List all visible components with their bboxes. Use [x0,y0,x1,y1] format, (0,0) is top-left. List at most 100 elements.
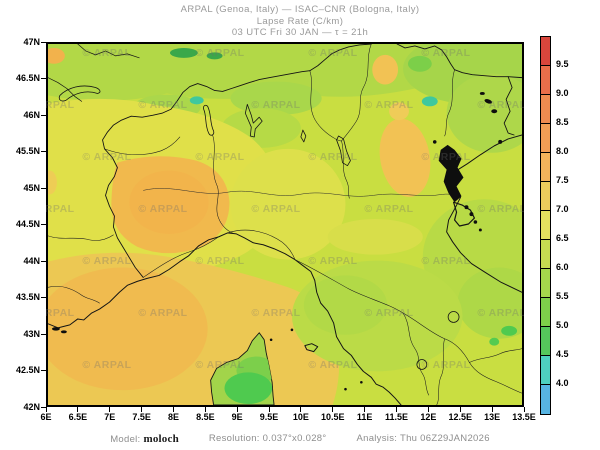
lapse-rate-colorbar [540,36,551,415]
lake-como [244,103,263,138]
lat-tick-label: 42.5N [15,365,40,375]
title-line-institutions: ARPAL (Genoa, Italy) — ISAC–CNR (Bologna… [180,4,420,15]
colorbar-tick-mark [540,64,551,66]
colorbar-tick-label: 4.0 [556,378,569,388]
colorbar-tick-mark [540,122,551,124]
colorbar-segment [541,37,550,66]
tyrrhenian-coast [48,232,402,405]
lon-tick-label: 8E [167,412,179,422]
lon-tick-label: 10E [292,412,309,422]
model-info: Model: moloch [110,433,179,445]
venice-lagoon-and-islets [51,91,503,391]
lon-tick-label: 7E [104,412,116,422]
lat-tick-label: 45.5N [15,146,40,156]
colorbar-segment [541,182,550,211]
corsica-island [210,332,275,405]
rivers [143,188,458,198]
colorbar-tick-label: 8.0 [556,146,569,156]
colorbar-tick-label: 5.0 [556,320,569,330]
lat-tick-label: 44N [23,255,40,266]
lake-geneva [58,85,101,102]
lake-bolsena [416,359,428,370]
title-line-variable: Lapse Rate (C/km) [256,15,344,27]
lat-tick-mark [41,187,46,189]
lat-tick-mark [41,297,46,298]
country-borders [48,44,522,278]
fill-regions [48,44,522,405]
colorbar-segment [541,269,550,298]
lon-tick-label: 11E [356,412,373,422]
lon-tick-mark [141,407,143,412]
adriatic-coast [446,134,522,293]
lon-tick-mark [459,407,461,412]
figure-title: ARPAL (Genoa, Italy) — ISAC–CNR (Bologna… [0,4,600,39]
lon-tick-label: 6.5E [68,412,88,422]
model-name: moloch [143,433,179,445]
resolution-label: Resolution: [208,433,260,444]
colorbar-segment [541,240,550,269]
colorbar-tick-mark [540,209,551,211]
colorbar-segment [541,327,550,356]
lat-tick-mark [41,224,46,225]
colorbar-segment [541,211,550,240]
lat-tick-mark [41,151,46,152]
lon-tick-mark [300,407,302,412]
lat-tick-label: 42N [23,401,40,412]
colorbar-tick-label: 9.0 [556,88,569,98]
lon-tick-mark [523,407,525,412]
lon-tick-label: 11.5E [385,412,409,422]
colorbar-tick-label: 6.0 [556,262,569,272]
colorbar-segment [541,95,550,124]
lon-tick-mark [77,407,79,412]
colorbar-segment [541,385,550,414]
lon-tick-mark [45,407,47,412]
region-borders [48,44,522,405]
lat-tick-mark [41,406,46,408]
colorbar-tick-label: 7.5 [556,175,569,185]
lon-tick-label: 7.5E [132,412,151,422]
lon-tick-label: 9E [231,412,243,422]
lon-tick-mark [396,407,398,412]
lon-tick-label: 12E [420,412,437,422]
map-plot-area [46,42,524,407]
lake-iseo [300,129,307,143]
lat-tick-mark [41,41,46,43]
colorbar-segment [541,356,550,385]
colorbar-tick-label: 4.5 [556,349,569,359]
figure-footer: Model: moloch Resolution: 0.037°x0.028° … [0,433,600,445]
lat-tick-mark [41,333,46,335]
lat-tick-label: 46.5N [15,73,40,83]
lapse-rate-map [48,44,522,405]
lon-tick-mark [236,407,238,412]
lon-tick-label: 6E [40,412,52,422]
colorbar-segment [541,298,550,327]
colorbar-segment [541,66,550,95]
colorbar-tick-mark [540,93,551,95]
lon-tick-mark [491,407,493,412]
lon-tick-mark [204,407,206,412]
title-line-valid-time: 03 UTC Fri 30 JAN — τ = 21h [231,27,369,38]
elba-island [304,343,319,353]
lon-tick-label: 9.5E [259,412,279,422]
po-river [143,188,458,198]
lake-maggiore [203,104,215,136]
colorbar-tick-label: 5.5 [556,291,569,301]
colorbar-tick-label: 8.5 [556,117,569,127]
colorbar-segment [541,153,550,182]
lon-tick-mark [172,407,174,412]
lon-tick-mark [109,407,111,412]
alpine-lakes [58,85,460,370]
colorbar-segment [541,124,550,153]
lat-tick-mark [41,260,46,262]
colorbar-tick-label: 7.0 [556,204,569,214]
lat-tick-label: 46N [23,109,40,120]
colorbar-tick-mark [540,296,551,298]
lake-trasimeno [447,311,460,323]
colorbar-tick-mark [540,267,551,269]
colorbar-tick-label: 9.5 [556,59,569,69]
lat-tick-label: 44.5N [15,219,40,229]
colorbar-tick-mark [540,354,551,356]
resolution-info: Resolution: 0.037°x0.028° [209,433,327,445]
lon-tick-mark [364,407,366,412]
lon-tick-mark [427,407,429,412]
